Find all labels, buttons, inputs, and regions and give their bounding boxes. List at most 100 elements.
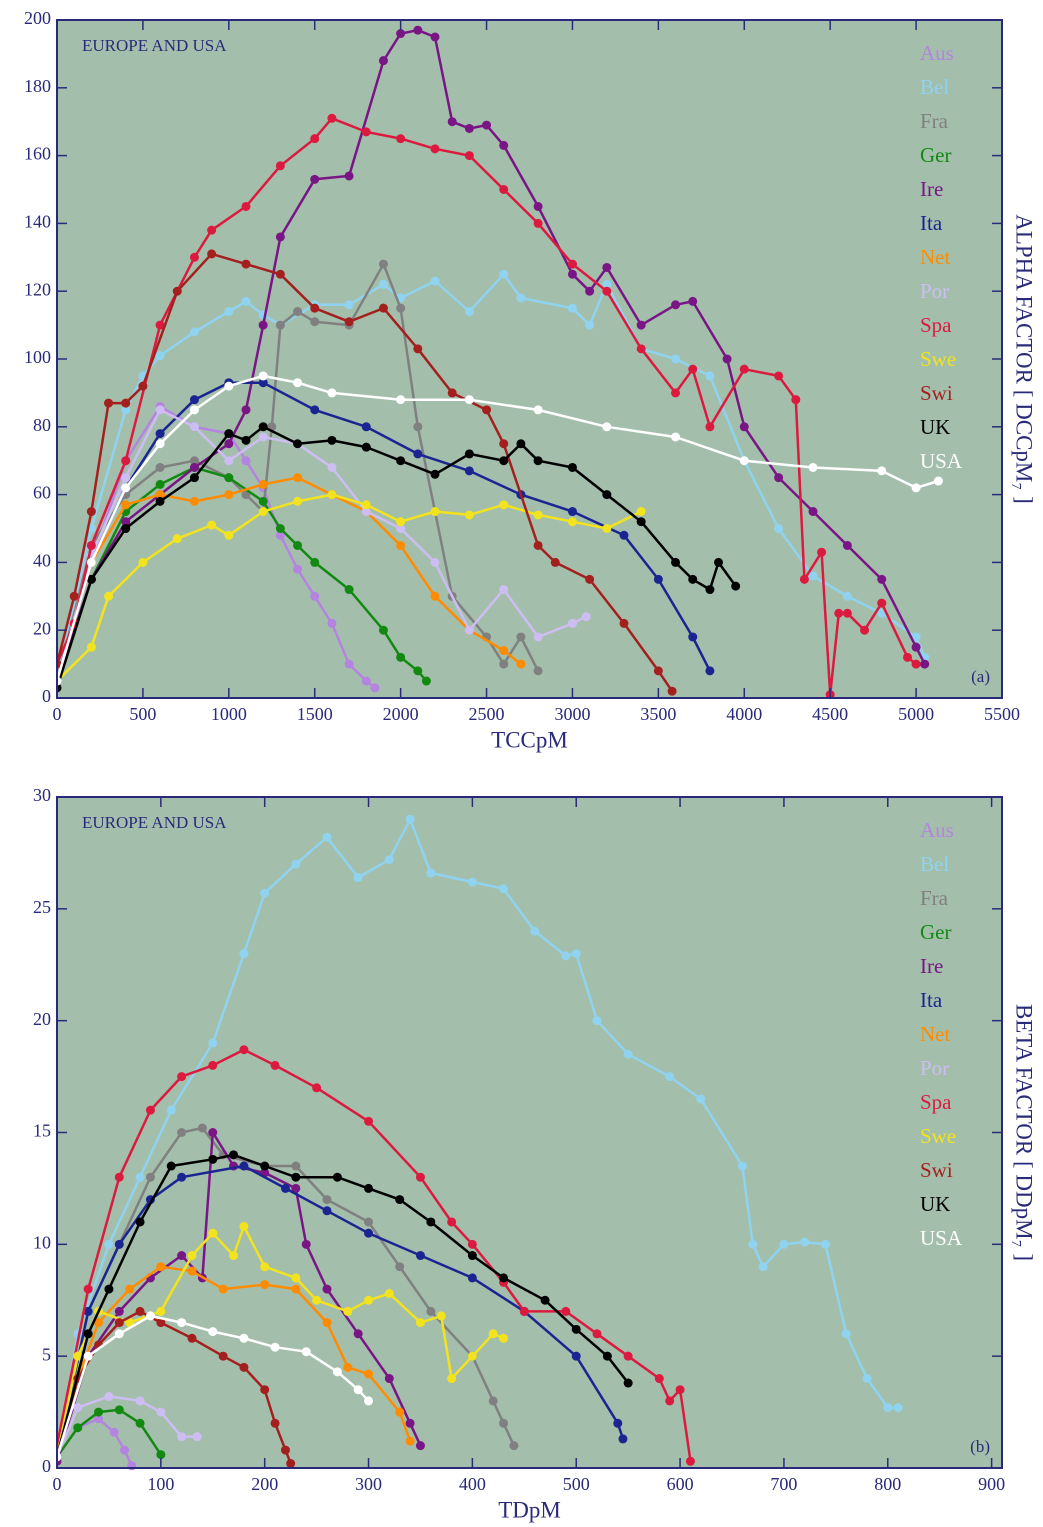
data-point	[114, 1172, 124, 1182]
data-point	[145, 1105, 155, 1115]
data-point	[322, 1195, 332, 1205]
data-point	[121, 483, 131, 493]
data-point	[197, 1123, 207, 1133]
data-point	[114, 1329, 124, 1339]
data-point	[447, 1217, 457, 1227]
data-point	[155, 351, 165, 361]
y-tick-label: 40	[33, 551, 51, 571]
legend-entry: Bel	[920, 75, 949, 99]
data-point	[705, 666, 715, 676]
data-point	[138, 381, 148, 391]
data-point	[623, 1378, 633, 1388]
data-point	[636, 507, 646, 517]
data-point	[241, 435, 251, 445]
data-point	[258, 378, 268, 388]
data-point	[275, 161, 285, 171]
data-point	[602, 490, 612, 500]
y-tick-label: 0	[42, 1456, 51, 1476]
data-point	[421, 676, 431, 686]
data-point	[275, 269, 285, 279]
data-point	[258, 422, 268, 432]
data-point	[592, 1329, 602, 1339]
data-point	[94, 1414, 104, 1424]
data-point	[224, 473, 234, 483]
legend-entry: Aus	[920, 41, 954, 65]
data-point	[567, 259, 577, 269]
data-point	[57, 1452, 62, 1462]
data-point	[189, 473, 199, 483]
data-point	[291, 1273, 301, 1283]
data-point	[396, 303, 406, 313]
data-point	[344, 659, 354, 669]
data-point	[447, 1374, 457, 1384]
data-point	[239, 1221, 249, 1231]
data-point	[619, 618, 629, 628]
data-point	[291, 859, 301, 869]
data-point	[533, 218, 543, 228]
data-point	[121, 517, 131, 527]
legend-entry: Ger	[920, 920, 951, 944]
data-point	[800, 1237, 810, 1247]
data-point	[353, 1329, 363, 1339]
data-point	[364, 1295, 374, 1305]
data-point	[415, 1172, 425, 1182]
data-layer	[57, 25, 943, 700]
legend-entry: UK	[920, 415, 950, 439]
data-point	[877, 574, 887, 584]
y-tick-label: 100	[24, 347, 51, 367]
data-point	[877, 466, 887, 476]
data-point	[327, 490, 337, 500]
data-point	[310, 174, 320, 184]
legend-entry: Bel	[920, 852, 949, 876]
data-point	[533, 201, 543, 211]
data-point	[241, 296, 251, 306]
data-point	[155, 490, 165, 500]
legend-entry: Swe	[920, 347, 956, 371]
data-point	[911, 659, 921, 669]
data-point	[571, 1324, 581, 1334]
data-point	[189, 462, 199, 472]
legend-entry: Net	[920, 245, 950, 269]
y-tick-label: 0	[42, 686, 51, 706]
x-tick-label: 900	[978, 1474, 1005, 1494]
data-point	[83, 1351, 93, 1361]
data-point	[73, 1403, 83, 1413]
data-point	[636, 344, 646, 354]
data-point	[592, 1016, 602, 1026]
data-point	[258, 371, 268, 381]
data-point	[675, 1385, 685, 1395]
legend-entry: Swi	[920, 381, 953, 405]
data-point	[860, 625, 870, 635]
data-point	[104, 398, 114, 408]
data-point	[384, 1289, 394, 1299]
data-point	[893, 1403, 903, 1413]
data-point	[774, 371, 784, 381]
data-point	[104, 1391, 114, 1401]
data-point	[135, 1418, 145, 1428]
data-point	[224, 456, 234, 466]
data-point	[121, 473, 131, 483]
data-point	[911, 632, 921, 642]
data-point	[567, 507, 577, 517]
data-point	[499, 269, 509, 279]
data-point	[413, 449, 423, 459]
legend-entry: Spa	[920, 313, 952, 337]
data-point	[293, 496, 303, 506]
data-point	[430, 32, 440, 42]
data-point	[602, 286, 612, 296]
data-point	[516, 293, 526, 303]
data-point	[774, 473, 784, 483]
data-point	[189, 422, 199, 432]
data-point	[322, 1318, 332, 1328]
data-point	[344, 300, 354, 310]
data-point	[499, 585, 509, 595]
data-point	[258, 432, 268, 442]
data-point	[415, 1251, 425, 1261]
legend-entry: Ita	[920, 988, 943, 1012]
data-point	[270, 1060, 280, 1070]
data-point	[192, 1432, 202, 1442]
x-tick-label: 300	[355, 1474, 382, 1494]
data-point	[499, 185, 509, 194]
data-point	[533, 456, 543, 466]
x-tick-label: 400	[459, 1474, 486, 1494]
